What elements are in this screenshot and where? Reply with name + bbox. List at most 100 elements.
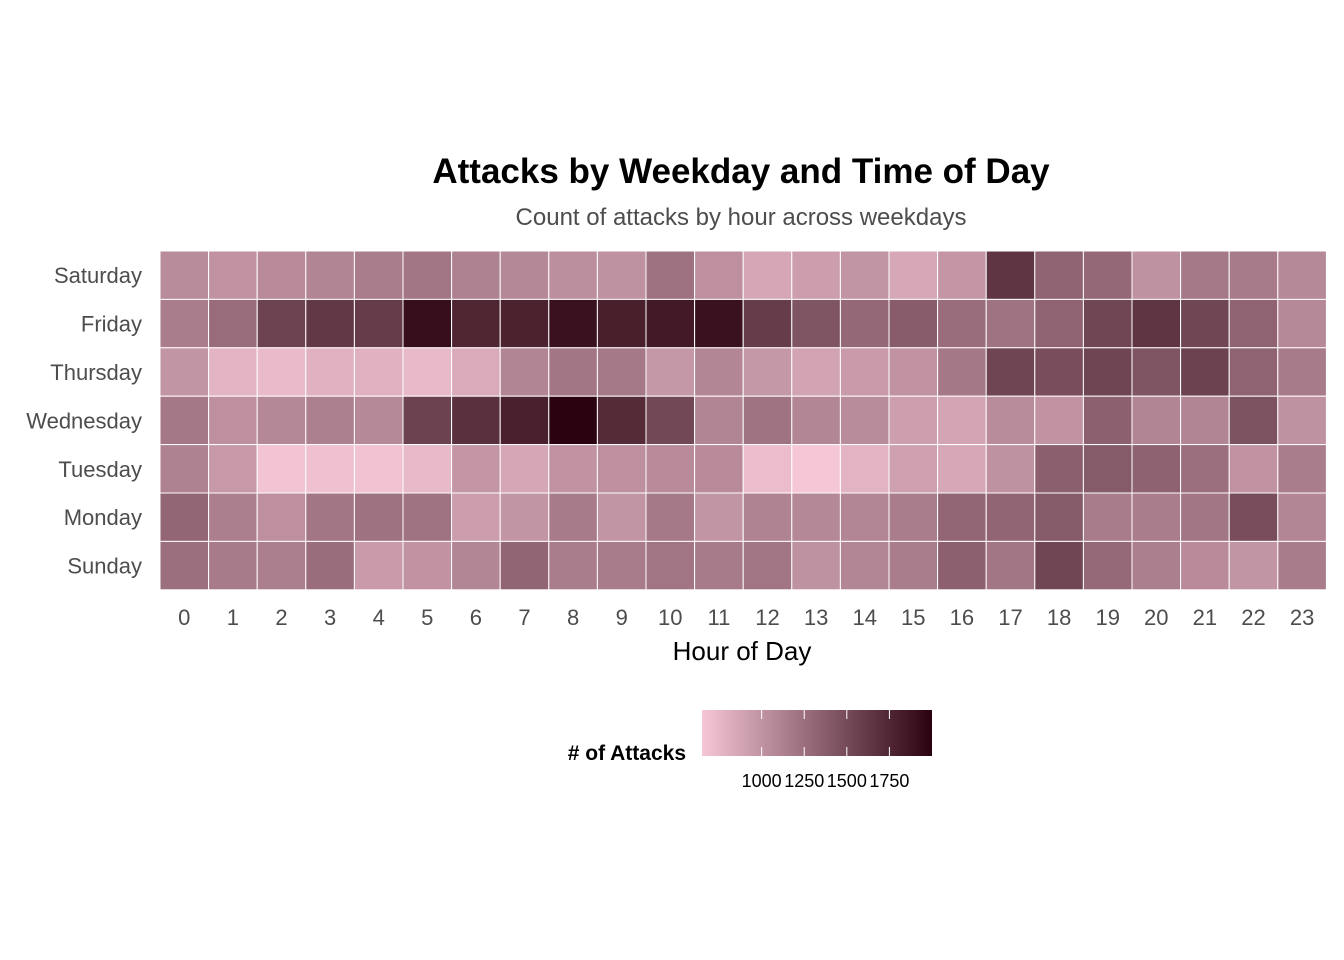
y-tick-label-wednesday: Wednesday: [26, 408, 142, 433]
x-tick-label-20: 20: [1144, 605, 1168, 630]
heatmap-cell-saturday-4: [353, 250, 404, 300]
heatmap-cell-monday-12: [742, 492, 793, 542]
heatmap-cell-tuesday-14: [839, 444, 890, 494]
heatmap-cell-monday-20: [1131, 492, 1182, 542]
x-tick-label-13: 13: [804, 605, 828, 630]
heatmap-cell-sunday-0: [159, 540, 210, 591]
heatmap-cell-tuesday-13: [791, 444, 841, 494]
heatmap-cell-wednesday-7: [499, 395, 550, 446]
heatmap-cell-saturday-7: [499, 250, 550, 300]
heatmap-cell-sunday-12: [742, 540, 793, 591]
heatmap-cell-sunday-8: [548, 540, 598, 591]
heatmap-cell-tuesday-1: [208, 444, 258, 494]
heatmap-cell-saturday-11: [694, 250, 744, 300]
heatmap-cell-friday-4: [353, 298, 404, 349]
heatmap-cell-friday-8: [548, 298, 598, 349]
x-tick-label-22: 22: [1241, 605, 1265, 630]
x-tick-label-7: 7: [518, 605, 530, 630]
heatmap-cell-friday-18: [1034, 298, 1084, 349]
x-axis-tick-labels: 0 1 2 3 4 5 6 7 8 9 10 11 12 13 14 15 16 17 18 19 20 21 22 23: [178, 605, 1314, 630]
heatmap-cell-thursday-2: [256, 347, 307, 397]
heatmap-cell-saturday-6: [451, 250, 501, 300]
heatmap-cell-sunday-9: [596, 540, 647, 591]
heatmap-cell-tuesday-10: [645, 444, 696, 494]
heatmap-cell-sunday-22: [1228, 540, 1279, 591]
heatmap-cell-monday-17: [985, 492, 1036, 542]
heatmap-cell-wednesday-1: [208, 395, 258, 446]
heatmap-cell-monday-2: [256, 492, 307, 542]
heatmap-cell-tuesday-12: [742, 444, 793, 494]
heatmap-cell-tuesday-9: [596, 444, 647, 494]
heatmap-cell-tuesday-22: [1228, 444, 1279, 494]
heatmap-cell-friday-1: [208, 298, 258, 349]
heatmap-cell-saturday-8: [548, 250, 598, 300]
x-tick-label-11: 11: [707, 605, 730, 630]
heatmap-cell-monday-7: [499, 492, 550, 542]
x-tick-label-18: 18: [1047, 605, 1071, 630]
heatmap-cell-wednesday-22: [1228, 395, 1279, 446]
heatmap-cell-thursday-16: [937, 347, 987, 397]
y-tick-label-tuesday: Tuesday: [58, 457, 142, 482]
heatmap-cell-wednesday-10: [645, 395, 696, 446]
heatmap-cell-monday-5: [402, 492, 453, 542]
y-axis-tick-labels: Saturday Friday Thursday Wednesday Tuesday Mo…: [26, 263, 142, 578]
heatmap-cell-wednesday-13: [791, 395, 841, 446]
heatmap-cell-saturday-14: [839, 250, 890, 300]
heatmap-cell-tuesday-8: [548, 444, 598, 494]
heatmap-cell-tuesday-5: [402, 444, 453, 494]
heatmap-cell-saturday-13: [791, 250, 841, 300]
heatmap-cell-wednesday-0: [159, 395, 210, 446]
heatmap-cell-saturday-15: [888, 250, 939, 300]
heatmap-cell-friday-22: [1228, 298, 1279, 349]
heatmap-cell-tuesday-0: [159, 444, 210, 494]
heatmap-cell-monday-6: [451, 492, 501, 542]
heatmap-cell-thursday-22: [1228, 347, 1279, 397]
heatmap-cell-wednesday-4: [353, 395, 404, 446]
heatmap-cell-tuesday-20: [1131, 444, 1182, 494]
heatmap-cell-friday-13: [791, 298, 841, 349]
legend-colorbar: [702, 710, 932, 756]
heatmap-cell-saturday-19: [1082, 250, 1133, 300]
x-tick-label-3: 3: [324, 605, 336, 630]
heatmap-cell-sunday-16: [937, 540, 987, 591]
heatmap-cell-tuesday-21: [1180, 444, 1230, 494]
heatmap-cell-friday-15: [888, 298, 939, 349]
heatmap-cell-sunday-5: [402, 540, 453, 591]
heatmap-cell-friday-14: [839, 298, 890, 349]
heatmap-cell-monday-10: [645, 492, 696, 542]
heatmap-cell-tuesday-3: [305, 444, 355, 494]
heatmap-cell-monday-16: [937, 492, 987, 542]
heatmap-cell-thursday-11: [694, 347, 744, 397]
heatmap-cell-sunday-3: [305, 540, 355, 591]
heatmap-cell-friday-0: [159, 298, 210, 349]
heatmap-cell-monday-23: [1277, 492, 1327, 542]
x-tick-label-5: 5: [421, 605, 433, 630]
heatmap-cell-sunday-15: [888, 540, 939, 591]
heatmap-cell-saturday-10: [645, 250, 696, 300]
heatmap-cell-tuesday-19: [1082, 444, 1133, 494]
heatmap-cell-thursday-1: [208, 347, 258, 397]
heatmap-cell-friday-7: [499, 298, 550, 349]
heatmap-cell-tuesday-17: [985, 444, 1036, 494]
heatmap-cell-monday-9: [596, 492, 647, 542]
legend-label-1750: 1750: [869, 771, 909, 791]
heatmap-cell-monday-11: [694, 492, 744, 542]
heatmap-cell-wednesday-21: [1180, 395, 1230, 446]
x-tick-label-9: 9: [616, 605, 628, 630]
heatmap-cell-friday-17: [985, 298, 1036, 349]
heatmap-cell-tuesday-6: [451, 444, 501, 494]
heatmap-cell-monday-13: [791, 492, 841, 542]
chart-subtitle: Count of attacks by hour across weekdays: [516, 204, 967, 231]
heatmap-cell-thursday-9: [596, 347, 647, 397]
heatmap-cell-thursday-0: [159, 347, 210, 397]
y-tick-label-friday: Friday: [81, 312, 142, 337]
heatmap-cell-saturday-17: [985, 250, 1036, 300]
heatmap-cell-sunday-23: [1277, 540, 1327, 591]
heatmap-cell-friday-21: [1180, 298, 1230, 349]
heatmap-cell-wednesday-6: [451, 395, 501, 446]
heatmap-cell-saturday-12: [742, 250, 793, 300]
heatmap-cell-sunday-21: [1180, 540, 1230, 591]
heatmap-cell-sunday-14: [839, 540, 890, 591]
heatmap-cell-friday-11: [694, 298, 744, 349]
heatmap-cell-thursday-3: [305, 347, 355, 397]
